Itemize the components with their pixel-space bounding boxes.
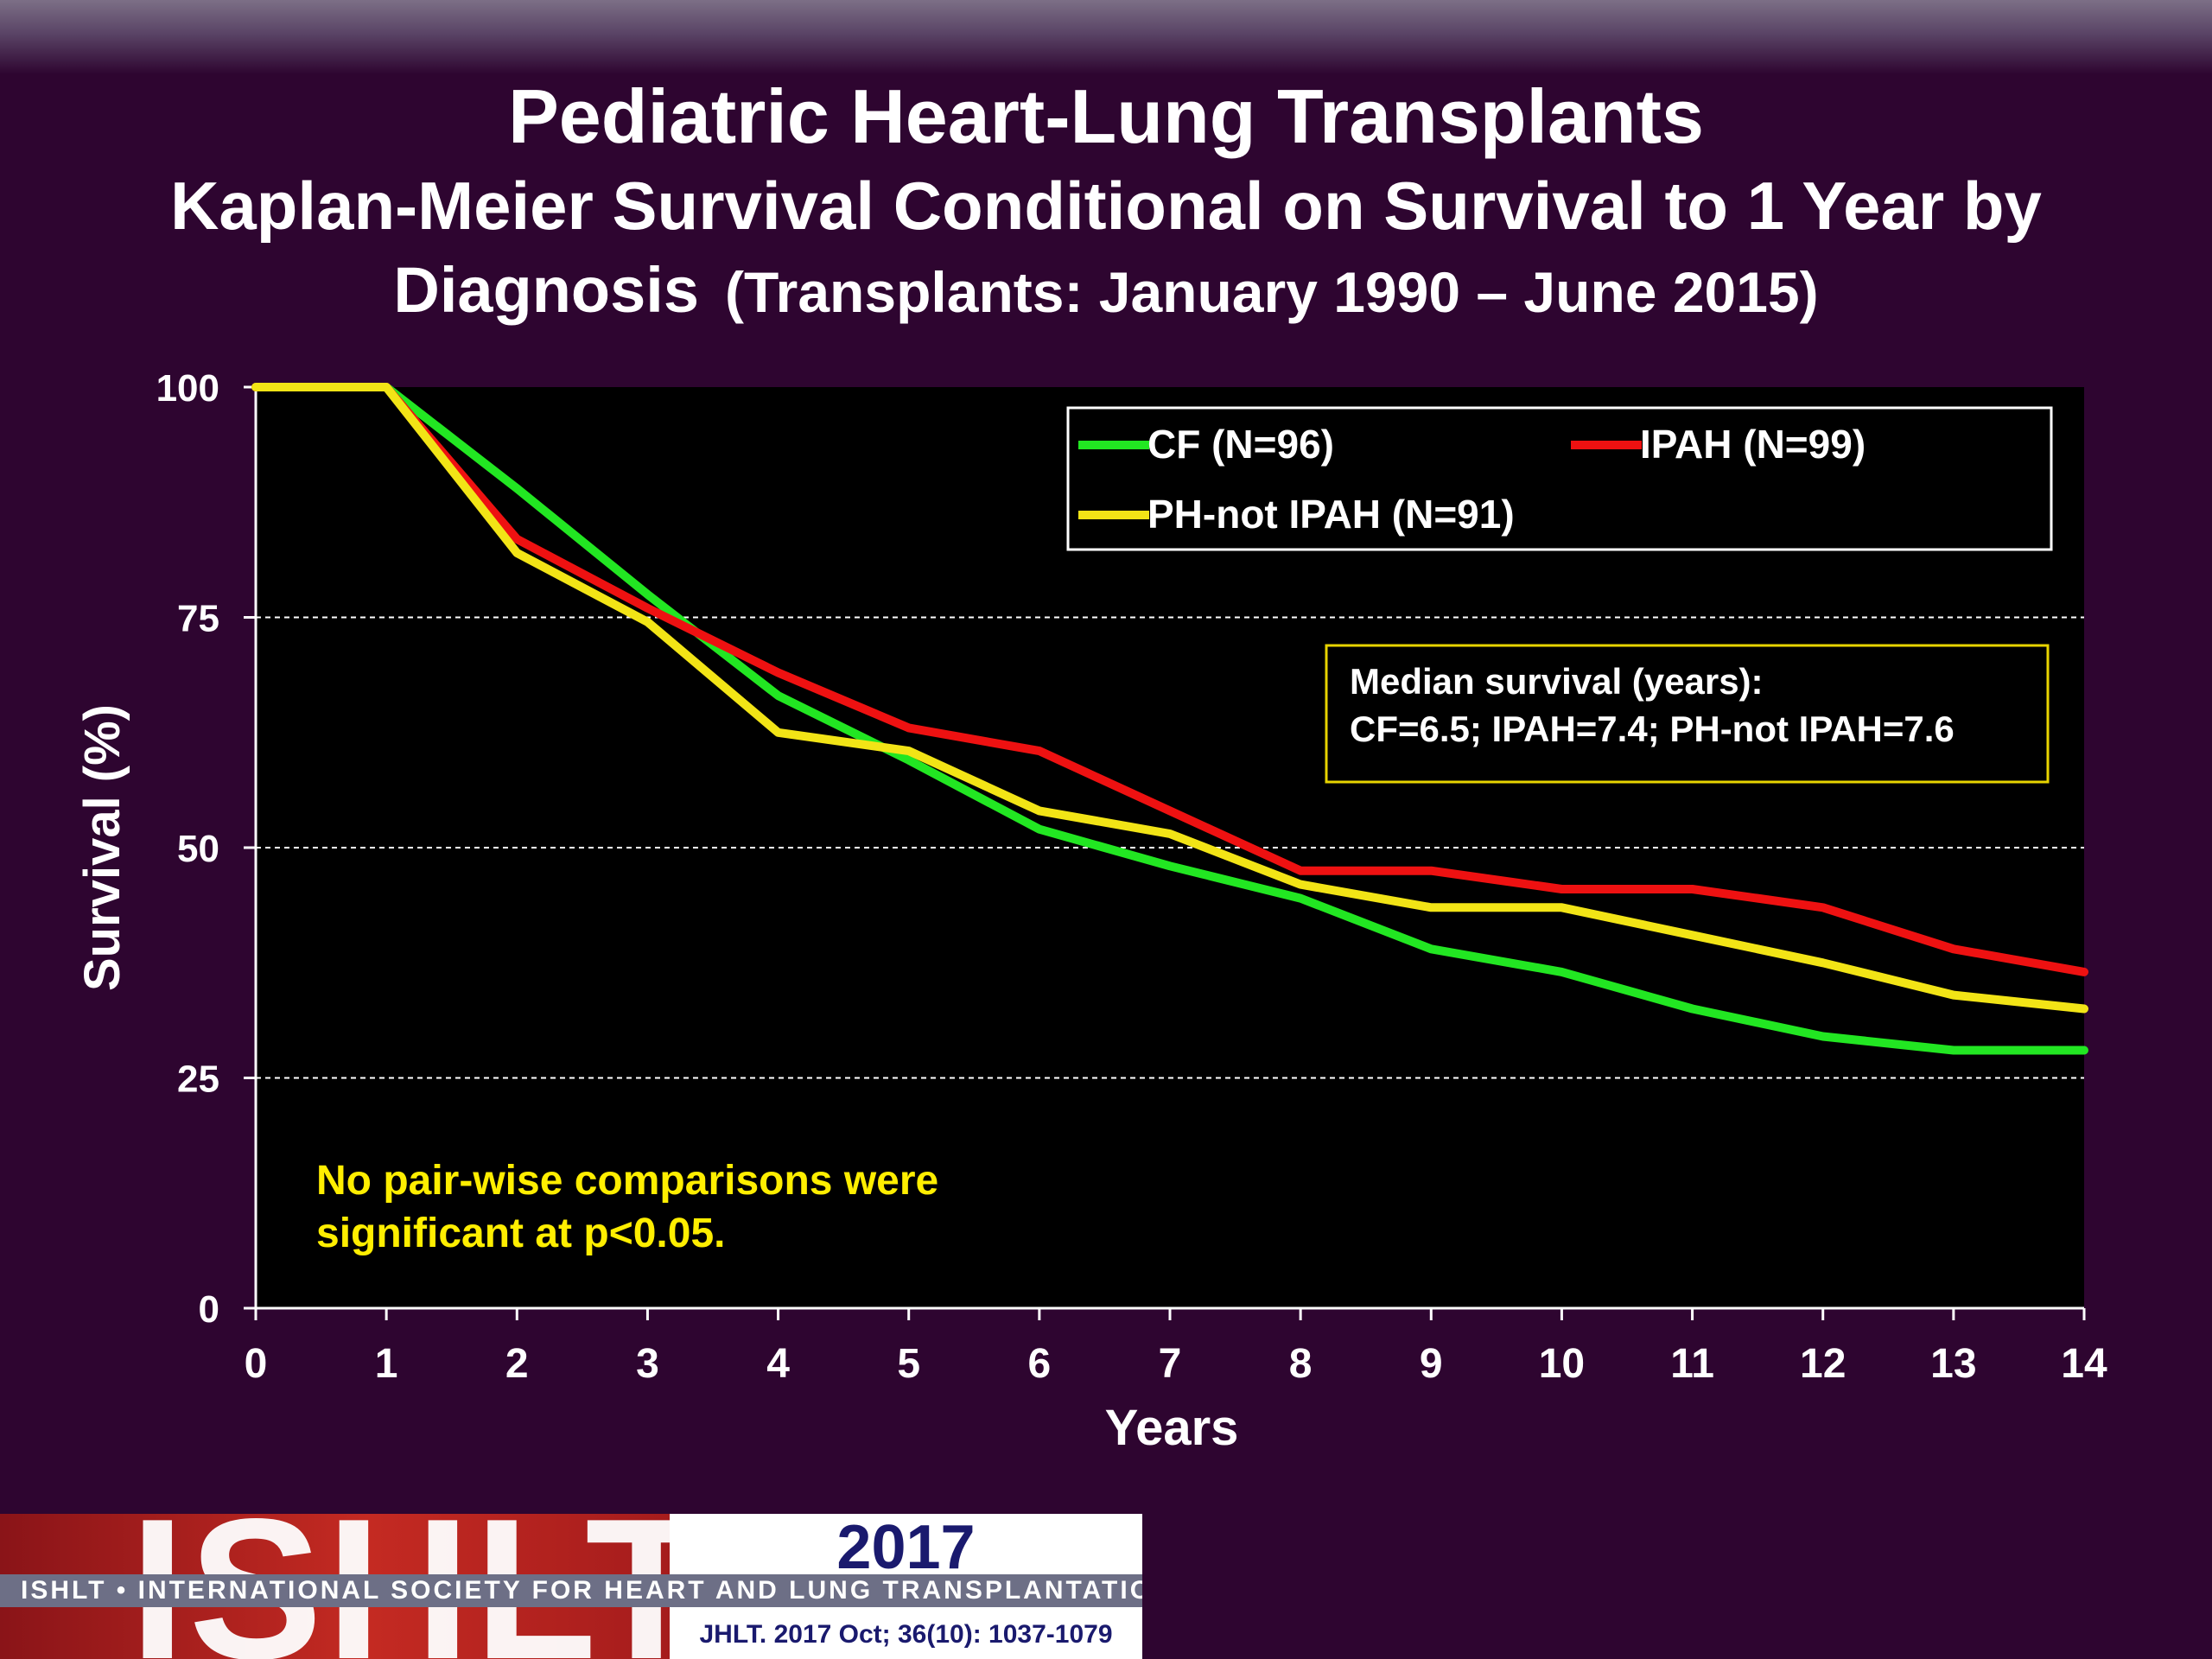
y-tick-label-25: 25 bbox=[177, 1058, 219, 1101]
x-tick-label-12: 12 bbox=[1800, 1341, 1846, 1387]
legend-label-ipah: IPAH (N=99) bbox=[1640, 422, 1866, 467]
series-line-cf bbox=[251, 383, 2088, 1055]
legend-box bbox=[1066, 406, 2053, 551]
significance-note-line1: No pair-wise comparisons were bbox=[316, 1158, 938, 1204]
legend-label-cf: CF (N=96) bbox=[1147, 422, 1334, 467]
ishlt-footer-banner: ISHLT 2017 ISHLT • INTERNATIONAL SOCIETY… bbox=[0, 1514, 1142, 1659]
y-axis-label: Survival (%) bbox=[74, 704, 130, 991]
x-tick-label-10: 10 bbox=[1539, 1341, 1585, 1387]
slide-subtitle-line2: Diagnosis (Transplants: January 1990 – Ju… bbox=[0, 251, 2212, 332]
y-tick-label-75: 75 bbox=[177, 598, 219, 640]
median-box-border bbox=[1325, 644, 2050, 784]
y-tick-label-100: 100 bbox=[156, 367, 219, 410]
x-tick-label-14: 14 bbox=[2061, 1341, 2107, 1387]
x-tick-label-9: 9 bbox=[1420, 1341, 1443, 1387]
x-tick-label-4: 4 bbox=[766, 1341, 790, 1387]
society-name-strip: ISHLT • INTERNATIONAL SOCIETY FOR HEART … bbox=[0, 1574, 1142, 1607]
series-lines bbox=[251, 383, 2088, 1055]
median-survival-box: Median survival (years): CF=6.5; IPAH=7.… bbox=[1325, 644, 2050, 784]
x-axis-ticks: 0 1 2 3 4 5 6 7 8 9 10 11 12 13 14 bbox=[245, 1308, 2107, 1387]
y-tick-label-0: 0 bbox=[199, 1288, 219, 1331]
header-gradient-band bbox=[0, 0, 2212, 74]
series-line-ph-not-ipah bbox=[251, 383, 2088, 1014]
x-tick-label-1: 1 bbox=[375, 1341, 398, 1387]
journal-citation: JHLT. 2017 Oct; 36(10): 1037-1079 bbox=[699, 1620, 1113, 1649]
slide-title: Pediatric Heart-Lung Transplants bbox=[508, 73, 1704, 159]
legend-label-ph-not-ipah: PH-not IPAH (N=91) bbox=[1147, 492, 1515, 537]
x-tick-label-3: 3 bbox=[636, 1341, 659, 1387]
median-survival-title: Median survival (years): bbox=[1350, 661, 1764, 702]
slide-subtitle-line1: Kaplan-Meier Survival Conditional on Sur… bbox=[170, 168, 2042, 244]
x-tick-label-5: 5 bbox=[897, 1341, 920, 1387]
report-year: 2017 bbox=[836, 1513, 976, 1582]
gridlines bbox=[256, 616, 2084, 1079]
subtitle-date-range: (Transplants: January 1990 – June 2015) bbox=[725, 260, 1819, 324]
x-tick-label-2: 2 bbox=[505, 1341, 529, 1387]
y-axis-ticks: 0 25 50 75 100 bbox=[156, 367, 256, 1331]
significance-note-line2: significant at p<0.05. bbox=[316, 1211, 725, 1256]
y-tick-label-50: 50 bbox=[177, 828, 219, 870]
x-tick-label-8: 8 bbox=[1289, 1341, 1313, 1387]
x-tick-label-6: 6 bbox=[1028, 1341, 1052, 1387]
series-line-ipah bbox=[251, 383, 2088, 976]
x-tick-label-0: 0 bbox=[245, 1341, 268, 1387]
median-survival-values: CF=6.5; IPAH=7.4; PH-not IPAH=7.6 bbox=[1350, 709, 1955, 749]
subtitle-diagnosis: Diagnosis bbox=[393, 254, 700, 326]
x-tick-label-13: 13 bbox=[1930, 1341, 1976, 1387]
x-tick-label-11: 11 bbox=[1670, 1341, 1714, 1387]
legend: CF (N=96) IPAH (N=99) PH-not IPAH (N=91) bbox=[1066, 406, 2053, 551]
x-axis-label: Years bbox=[1105, 1400, 1239, 1456]
x-tick-label-7: 7 bbox=[1159, 1341, 1182, 1387]
